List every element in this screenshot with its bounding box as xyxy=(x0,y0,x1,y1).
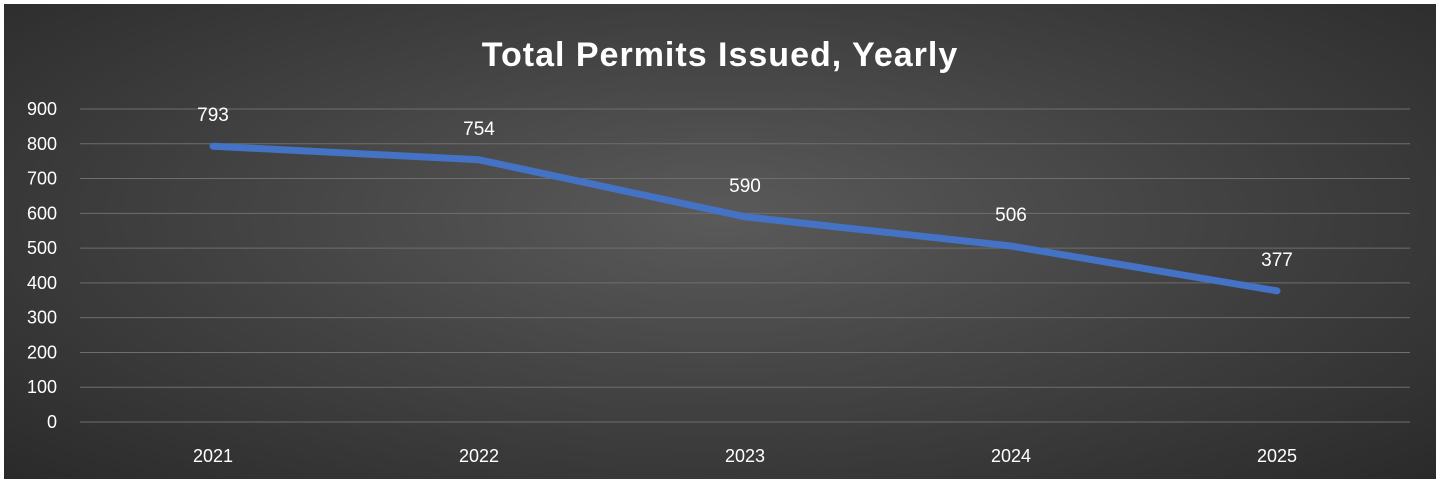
y-tick-label: 300 xyxy=(27,308,57,328)
x-tick-label: 2022 xyxy=(459,446,499,466)
data-labels: 793 754 590 506 377 xyxy=(197,105,1293,271)
gridlines xyxy=(80,108,1410,423)
y-axis-ticks: 0 100 200 300 400 500 600 700 800 900 xyxy=(27,99,57,432)
y-tick-label: 600 xyxy=(27,203,57,223)
y-tick-label: 900 xyxy=(27,99,57,119)
x-tick-label: 2024 xyxy=(991,446,1031,466)
x-tick-label: 2023 xyxy=(725,446,765,466)
y-tick-label: 800 xyxy=(27,134,57,154)
chart-area xyxy=(4,4,1436,479)
y-tick-label: 400 xyxy=(27,273,57,293)
x-axis-ticks: 2021 2022 2023 2024 2025 xyxy=(193,446,1297,466)
data-label: 590 xyxy=(729,176,761,197)
x-tick-label: 2021 xyxy=(193,446,233,466)
x-tick-label: 2025 xyxy=(1257,446,1297,466)
series-line xyxy=(209,142,1281,295)
y-tick-label: 100 xyxy=(27,377,57,397)
y-tick-label: 200 xyxy=(27,342,57,362)
y-tick-label: 500 xyxy=(27,238,57,258)
chart-title: Total Permits Issued, Yearly xyxy=(482,36,959,74)
data-label: 506 xyxy=(995,205,1027,226)
data-label: 754 xyxy=(463,119,495,140)
series-layer xyxy=(209,142,1281,295)
data-label: 793 xyxy=(197,105,229,126)
data-label: 377 xyxy=(1261,250,1293,271)
y-tick-label: 0 xyxy=(47,412,57,432)
y-tick-label: 700 xyxy=(27,169,57,189)
